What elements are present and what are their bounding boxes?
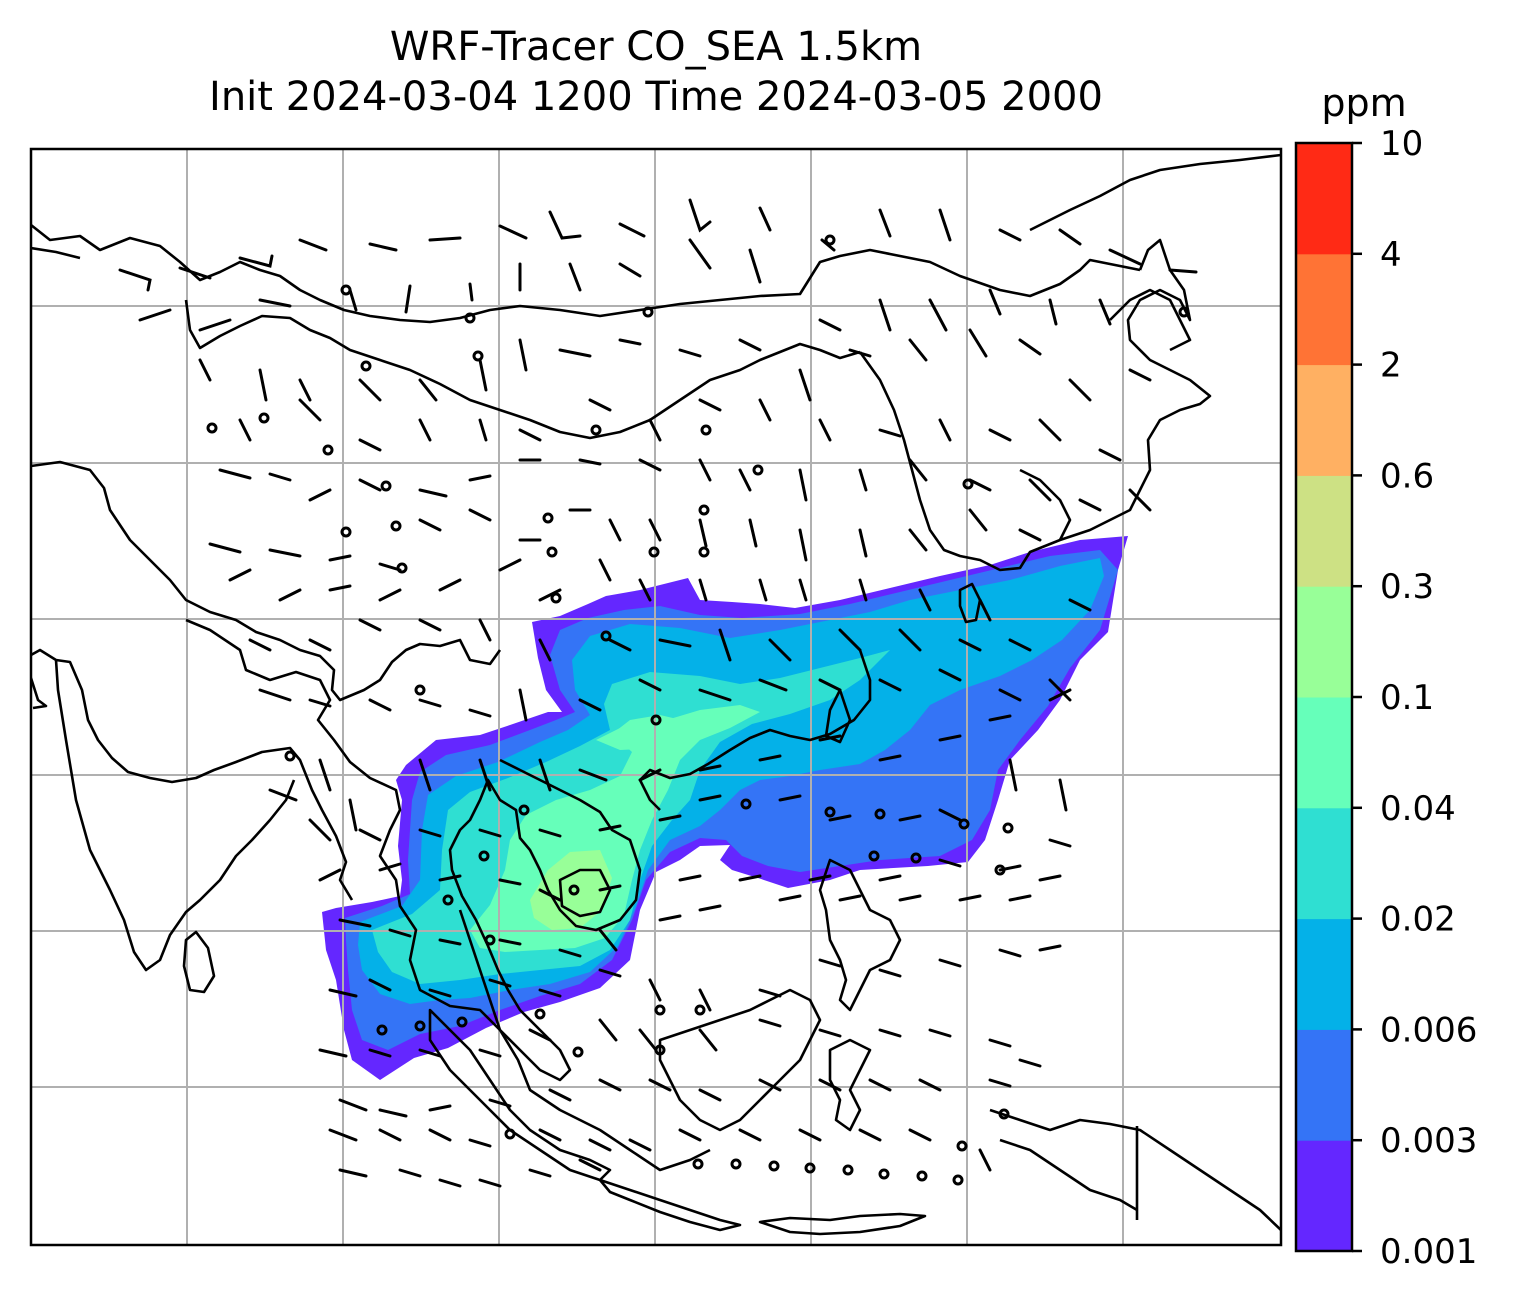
- coastline-indochina: [448, 758, 642, 1082]
- colorbar-segment: [1296, 807, 1352, 920]
- colorbar-tick-label: 0.006: [1380, 1010, 1477, 1050]
- coastline-south-china: [638, 649, 872, 811]
- colorbar-tick-label: 2: [1380, 346, 1402, 386]
- graticule: [31, 149, 1281, 1245]
- border-china-north: [31, 223, 1141, 440]
- coastline-taiwan: [958, 582, 982, 624]
- coastline-korea-japan: [1019, 288, 1192, 541]
- map-plot-area: [31, 149, 1281, 1245]
- colorbar-segment: [1296, 475, 1352, 587]
- colorbar-tick-label: 0.04: [1380, 789, 1456, 829]
- wind-barbs: [118, 198, 1198, 1188]
- title-line-2: Init 2024-03-04 1200 Time 2024-03-05 200…: [209, 74, 1103, 120]
- colorbar-tick-label: 0.02: [1380, 900, 1456, 940]
- colorbar-segment: [1296, 918, 1352, 1030]
- coastline-srilanka: [182, 930, 216, 994]
- coastline-sumatra: [428, 1008, 612, 1182]
- colorbar: 0.001 0.003 0.006 0.02 0.04 0.1 0.3 0.6 2 4 10: [1294, 124, 1477, 1272]
- tracer-band-0.04b: [596, 705, 760, 750]
- coastline-java: [598, 1178, 927, 1236]
- colorbar-segment: [1296, 586, 1352, 698]
- map-title: WRF-Tracer CO_SEA 1.5km Init 2024-03-04 …: [30, 22, 1282, 122]
- colorbar-unit-label: ppm: [1321, 81, 1406, 125]
- map-frame: [29, 147, 1283, 1247]
- colorbar-tick-label: 0.003: [1380, 1121, 1477, 1161]
- colorbar-segment: [1296, 143, 1352, 255]
- colorbar-tick-label: 0.6: [1380, 456, 1434, 496]
- coastline-philippines: [818, 858, 902, 1012]
- coastline-russia: [1029, 153, 1281, 232]
- title-line-1: WRF-Tracer CO_SEA 1.5km: [389, 24, 923, 70]
- coastlines: [31, 153, 1281, 1236]
- colorbar-segment: [1296, 1140, 1352, 1252]
- coastline-new-guinea: [989, 1108, 1281, 1231]
- tracer-fill: [322, 536, 1128, 1080]
- colorbar-tick-label: 0.3: [1380, 567, 1434, 607]
- colorbar-tick-label: 0.001: [1380, 1232, 1477, 1272]
- colorbar-segment: [1296, 1029, 1352, 1141]
- colorbar-segment: [1296, 253, 1352, 366]
- coastline-sulawesi: [828, 1038, 872, 1132]
- coastline-china-east: [858, 238, 1212, 572]
- colorbar-tick-label: 4: [1380, 235, 1402, 275]
- colorbar-segment: [1296, 364, 1352, 476]
- calm-wind-circles: [206, 234, 1190, 1186]
- coastline-borneo: [658, 988, 822, 1132]
- colorbar-tick-label: 0.1: [1380, 678, 1434, 718]
- colorbar-segment: [1296, 697, 1352, 809]
- coastline-india: [31, 648, 354, 972]
- colorbar-tick-label: 10: [1380, 124, 1423, 164]
